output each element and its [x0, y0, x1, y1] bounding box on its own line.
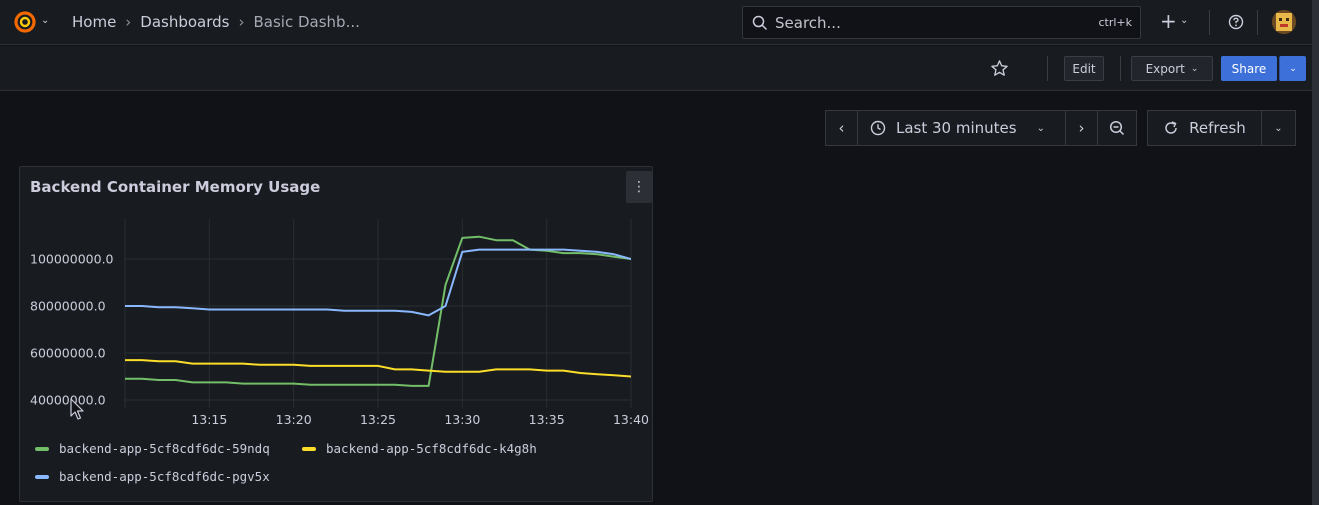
chevron-down-icon: ⌄ [1190, 63, 1199, 74]
more-vertical-icon: ⋮ [632, 179, 646, 195]
star-icon[interactable] [990, 59, 1009, 78]
chevron-right-icon: › [1078, 119, 1085, 137]
legend-label: backend-app-5cf8cdf6dc-59ndq [59, 441, 270, 456]
legend-item[interactable]: backend-app-5cf8cdf6dc-59ndq [35, 441, 270, 456]
share-dropdown-button[interactable]: ⌄ [1279, 56, 1306, 81]
chevron-down-icon[interactable]: ⌄ [41, 15, 50, 26]
series-line-2[interactable] [125, 248, 631, 317]
divider [1047, 56, 1048, 81]
edit-button-label: Edit [1072, 61, 1096, 76]
refresh-icon [1165, 121, 1177, 134]
share-button[interactable]: Share [1221, 56, 1277, 81]
divider [1209, 10, 1210, 35]
y-tick-label: 40000000.0 [30, 393, 106, 408]
refresh-interval-button[interactable]: ⌄ [1261, 110, 1296, 146]
memory-usage-panel: Backend Container Memory Usage ⋮ 13:15 13… [19, 166, 653, 502]
export-button-label: Export [1145, 61, 1185, 76]
chevron-down-icon[interactable]: ⌄ [1180, 15, 1189, 26]
chevron-right-icon: › [125, 13, 132, 31]
time-forward-button[interactable]: › [1065, 110, 1098, 146]
breadcrumb-current: Basic Dashb... [253, 13, 360, 31]
series-line-1[interactable] [125, 359, 631, 378]
y-tick-label: 60000000.0 [30, 346, 106, 361]
search-placeholder: Search... [775, 14, 841, 32]
legend-item[interactable]: backend-app-5cf8cdf6dc-k4g8h [302, 441, 537, 456]
x-tick-label: 13:35 [529, 412, 565, 427]
legend-swatch [35, 474, 49, 479]
divider [1120, 56, 1121, 81]
chevron-down-icon: ⌄ [1036, 122, 1045, 134]
search-input[interactable]: Search... ctrl+k [742, 6, 1141, 39]
time-series-chart[interactable]: 13:15 13:20 13:25 13:30 13:35 13:40 40000000.0… [20, 167, 652, 501]
search-shortcut: ctrl+k [1098, 16, 1132, 29]
x-tick-label: 13:40 [613, 412, 649, 427]
time-range-picker[interactable]: Last 30 minutes ⌄ [857, 110, 1066, 146]
y-tick-label: 100000000.0 [30, 252, 114, 267]
legend-item[interactable]: backend-app-5cf8cdf6dc-pgv5x [35, 469, 270, 484]
search-icon [752, 15, 768, 31]
x-tick-label: 13:20 [276, 412, 312, 427]
x-tick-label: 13:25 [360, 412, 396, 427]
series-line-0[interactable] [125, 235, 631, 387]
y-tick-label: 80000000.0 [30, 299, 106, 314]
time-back-button[interactable]: ‹ [825, 110, 858, 146]
edit-button[interactable]: Edit [1064, 56, 1104, 81]
refresh-button-label: Refresh [1189, 119, 1246, 137]
x-tick-label: 13:15 [191, 412, 227, 427]
legend-label: backend-app-5cf8cdf6dc-k4g8h [326, 441, 537, 456]
time-range-label: Last 30 minutes [896, 119, 1017, 137]
scrollbar[interactable] [1312, 0, 1319, 505]
clock-icon [870, 120, 886, 136]
top-bar: ⌄ Home › Dashboards › Basic Dashb... Sea… [0, 0, 1312, 45]
share-button-label: Share [1231, 61, 1267, 76]
panel-menu-button[interactable]: ⋮ [626, 171, 652, 203]
dashboard-toolbar: Edit Export ⌄ Share ⌄ [0, 46, 1312, 91]
grafana-logo-icon[interactable] [13, 10, 37, 34]
breadcrumb-dashboards[interactable]: Dashboards [140, 13, 230, 31]
divider [1257, 10, 1258, 35]
chevron-right-icon: › [238, 13, 245, 31]
chevron-down-icon: ⌄ [1274, 122, 1283, 134]
export-button[interactable]: Export ⌄ [1131, 56, 1213, 81]
avatar[interactable] [1272, 10, 1296, 34]
legend-swatch [35, 446, 49, 451]
chevron-left-icon: ‹ [838, 119, 845, 137]
add-new-button[interactable]: + [1160, 9, 1177, 33]
avatar-image [1272, 10, 1296, 34]
chevron-down-icon: ⌄ [1289, 63, 1297, 74]
x-tick-label: 13:30 [444, 412, 480, 427]
zoom-out-button[interactable] [1097, 110, 1137, 146]
legend-swatch [302, 446, 316, 451]
legend-label: backend-app-5cf8cdf6dc-pgv5x [59, 469, 270, 484]
mouse-cursor-icon [70, 398, 84, 420]
panel-title: Backend Container Memory Usage [30, 178, 321, 196]
zoom-out-icon [1109, 120, 1125, 136]
breadcrumb: Home › Dashboards › Basic Dashb... [72, 13, 360, 31]
refresh-button[interactable]: Refresh [1147, 110, 1262, 146]
help-icon[interactable] [1228, 14, 1244, 30]
breadcrumb-home[interactable]: Home [72, 13, 117, 31]
